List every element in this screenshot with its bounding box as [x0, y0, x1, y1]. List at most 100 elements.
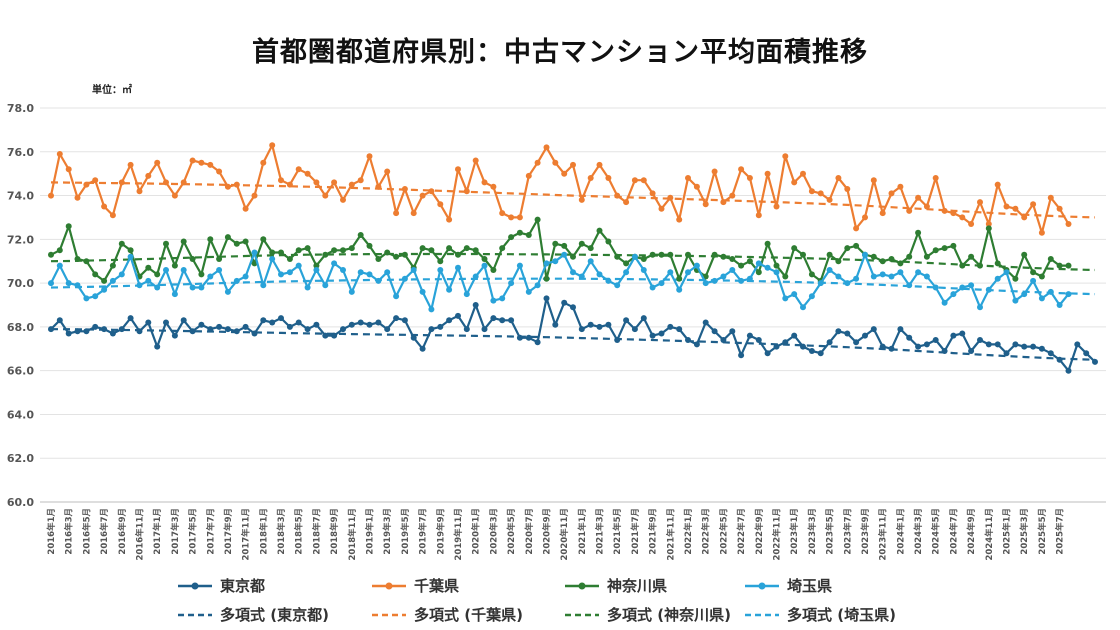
data-point [614, 192, 621, 199]
data-point [348, 181, 355, 188]
data-point [1047, 194, 1054, 201]
data-point [1056, 205, 1063, 212]
legend-item-trend: 多項式 (神奈川県) [565, 606, 731, 624]
data-point [304, 284, 311, 291]
legend-marker [191, 582, 199, 590]
legend-marker [385, 582, 393, 590]
data-point [428, 188, 435, 195]
data-point [1030, 277, 1037, 284]
data-point [826, 339, 833, 346]
data-point [738, 352, 745, 359]
y-tick-label: 74.0 [7, 190, 34, 203]
data-point [481, 256, 488, 262]
data-point [233, 181, 240, 188]
data-point [534, 216, 541, 223]
data-point [711, 277, 718, 284]
data-point [923, 203, 930, 210]
data-point [906, 334, 913, 341]
data-point [375, 183, 382, 190]
data-point [401, 186, 408, 192]
data-point [1030, 201, 1037, 208]
data-point [570, 161, 576, 168]
data-point [74, 328, 81, 335]
data-point [48, 251, 54, 258]
data-point [251, 249, 258, 256]
data-point [109, 330, 116, 337]
data-point [83, 258, 90, 265]
x-tick-label: 2018年11月 [347, 508, 358, 561]
data-point [331, 247, 338, 254]
data-point [375, 277, 382, 284]
data-point [667, 269, 674, 276]
data-point [1012, 275, 1019, 282]
data-point [888, 345, 895, 352]
data-point [764, 170, 771, 177]
data-point [888, 273, 895, 280]
data-point [853, 339, 860, 346]
data-point [1021, 291, 1028, 298]
data-point [853, 242, 860, 249]
data-point [702, 201, 709, 208]
data-point [800, 304, 806, 311]
data-point [118, 179, 125, 186]
series-path [49, 144, 1070, 234]
data-point [711, 251, 718, 258]
x-tick-label: 2024年1月 [895, 508, 906, 555]
x-tick-label: 2025年7月 [1055, 508, 1066, 555]
data-point [109, 277, 116, 284]
data-point [791, 291, 798, 298]
data-point [614, 282, 621, 289]
data-point [207, 236, 214, 243]
data-point [817, 350, 824, 357]
data-point [1021, 343, 1028, 350]
data-point [543, 295, 550, 302]
legend-label: 神奈川県 [607, 577, 667, 595]
data-point [879, 343, 886, 350]
data-point [92, 323, 99, 330]
legend-label: 多項式 (千葉県) [414, 606, 523, 624]
data-point [384, 168, 391, 175]
data-point [596, 271, 603, 278]
data-point [1065, 367, 1072, 374]
x-tick-label: 2016年5月 [81, 508, 92, 555]
data-point [278, 315, 284, 322]
data-point [516, 214, 523, 221]
data-point [357, 177, 364, 184]
data-point [897, 183, 904, 190]
data-point [561, 170, 568, 177]
series-line [48, 295, 1098, 374]
x-tick-label: 2024年11月 [984, 508, 995, 561]
data-point [180, 238, 187, 245]
data-point [844, 186, 851, 192]
data-point [154, 159, 161, 166]
data-point [198, 284, 205, 291]
x-tick-label: 2022年5月 [718, 508, 729, 555]
data-point [163, 240, 169, 247]
data-point [65, 166, 72, 173]
data-point [419, 192, 426, 199]
data-point [596, 227, 603, 234]
data-point [923, 273, 930, 280]
data-point [242, 238, 249, 245]
data-point [782, 295, 789, 302]
data-point [207, 326, 214, 333]
data-point [808, 271, 815, 278]
data-point [136, 188, 143, 195]
data-point [932, 284, 939, 291]
data-point [773, 262, 780, 269]
data-point [216, 323, 223, 330]
data-point [366, 242, 373, 249]
data-point [543, 260, 550, 267]
data-point [410, 267, 417, 273]
data-point [808, 188, 815, 195]
x-tick-label: 2017年11月 [241, 508, 252, 561]
x-tick-label: 2022年11月 [771, 508, 782, 561]
data-point [746, 332, 753, 339]
data-point [720, 337, 727, 343]
x-tick-label: 2018年5月 [294, 508, 305, 555]
x-tick-label: 2020年5月 [506, 508, 517, 555]
data-point [561, 242, 568, 249]
data-point [472, 273, 479, 280]
data-point [640, 315, 647, 322]
data-point [56, 151, 63, 157]
